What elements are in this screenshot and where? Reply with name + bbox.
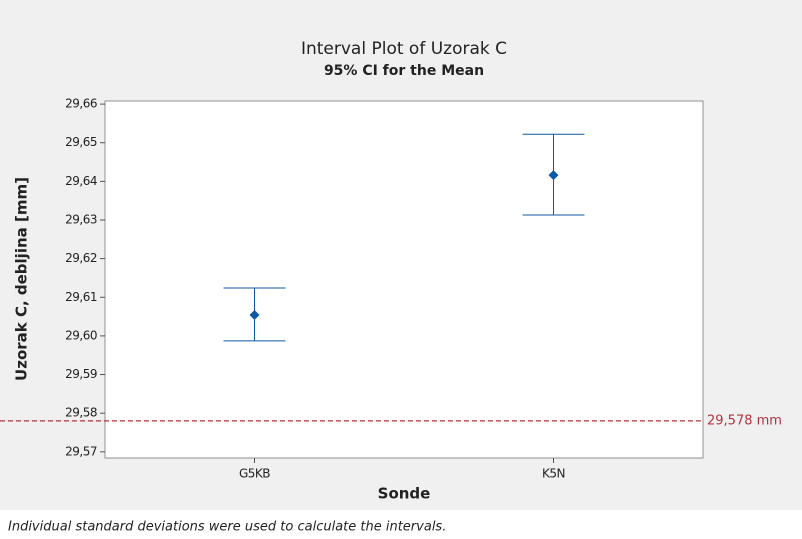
footnote: Individual standard deviations were used… — [8, 520, 446, 535]
chart-title: Interval Plot of Uzorak C — [301, 39, 507, 59]
x-tick-label: G5KB — [239, 467, 270, 481]
x-tick-label: K5N — [542, 467, 565, 481]
y-tick-label: 29,62 — [65, 251, 97, 265]
y-tick-label: 29,61 — [65, 290, 97, 304]
y-tick-label: 29,60 — [65, 328, 97, 342]
x-axis-label: Sonde — [378, 485, 431, 503]
y-tick-label: 29,57 — [65, 444, 97, 458]
mean-marker — [249, 310, 260, 321]
y-tick-label: 29,66 — [65, 97, 97, 111]
y-tick-label: 29,65 — [65, 135, 97, 149]
chart-subtitle: 95% CI for the Mean — [324, 63, 484, 79]
y-axis-label: Uzorak C, debljina [mm] — [13, 177, 31, 381]
y-tick-label: 29,58 — [65, 406, 97, 420]
plot-area — [104, 100, 704, 459]
reference-label: 29,578 mm — [707, 413, 782, 428]
mean-marker — [548, 170, 559, 181]
y-tick-label: 29,63 — [65, 213, 97, 227]
y-tick-label: 29,59 — [65, 367, 97, 381]
y-tick-label: 29,64 — [65, 174, 97, 188]
